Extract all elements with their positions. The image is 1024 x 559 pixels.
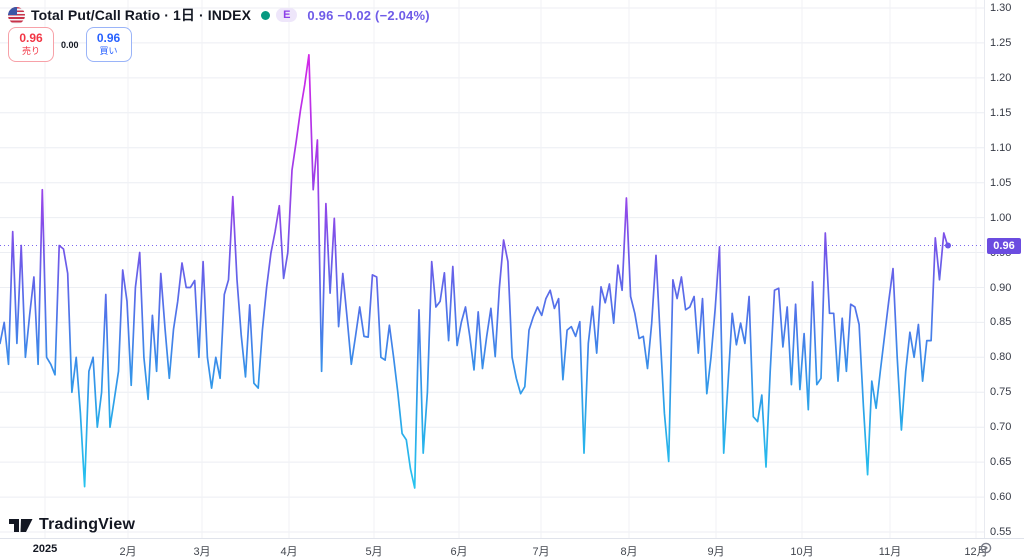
symbol-title[interactable]: Total Put/Call Ratio · 1日 · INDEX [31, 7, 252, 23]
tradingview-logo-text: TradingView [39, 516, 136, 533]
exchange-badge: E [276, 8, 298, 22]
market-open-dot-icon [261, 10, 271, 20]
buy-button[interactable]: 0.96 買い [85, 27, 132, 62]
quote-values: 0.96 −0.02 (−2.04%) [307, 8, 429, 23]
price-axis-label: 0.80 [990, 351, 1012, 364]
price-axis-label: 1.10 [990, 141, 1012, 154]
time-axis-label: 2月 [119, 546, 137, 558]
put-call-ratio-line[interactable] [0, 53, 949, 489]
time-axis-label: 5月 [365, 546, 383, 558]
time-axis-label: 9月 [707, 546, 725, 558]
sell-button[interactable]: 0.96 売り [8, 27, 54, 62]
sell-label: 売り [21, 46, 40, 57]
tradingview-logo-icon [9, 519, 33, 532]
us-flag-icon [8, 6, 25, 24]
sell-price: 0.96 [19, 31, 43, 46]
symbol-legend[interactable]: Total Put/Call Ratio · 1日 · INDEX E 0.96… [8, 5, 430, 25]
time-axis-label: 8月 [620, 546, 638, 558]
time-axis-label: 7月 [532, 546, 550, 558]
time-axis-label: 2025 [32, 543, 58, 555]
price-axis-label: 0.65 [990, 456, 1012, 469]
price-axis-label: 0.75 [990, 386, 1012, 399]
price-axis-label: 1.15 [990, 106, 1012, 119]
last-point-marker [945, 242, 951, 249]
price-axis-label: 0.90 [990, 281, 1012, 294]
current-price-badge: 0.96 [987, 237, 1021, 254]
time-axis-label: 10月 [790, 546, 814, 558]
price-axis-label: 0.60 [990, 491, 1012, 504]
buy-label: 買い [99, 46, 118, 57]
buy-price: 0.96 [96, 31, 121, 46]
price-axis-label: 0.85 [990, 316, 1012, 329]
time-axis-label: 6月 [450, 546, 468, 558]
time-axis-label: 4月 [280, 546, 298, 558]
last-value: 0.96 [307, 7, 334, 23]
change-percent: (−2.04%) [375, 7, 430, 23]
price-axis-separator [984, 0, 985, 538]
price-axis-label: 0.55 [990, 526, 1012, 538]
price-axis-label: 0.70 [990, 421, 1012, 434]
tradingview-logo[interactable]: TradingView [9, 515, 135, 535]
price-axis-label: 1.05 [990, 176, 1012, 189]
price-axis-label: 1.25 [990, 36, 1012, 49]
time-axis-label: 3月 [193, 546, 211, 558]
spread-value: 0.00 [61, 39, 79, 50]
time-axis-label: 11月 [878, 546, 902, 558]
price-axis-label: 1.30 [990, 2, 1012, 14]
time-axis-separator [0, 538, 1024, 539]
change-value: −0.02 [337, 7, 372, 23]
scale-settings-icon[interactable] [979, 541, 993, 555]
price-axis-label: 1.00 [990, 211, 1012, 224]
price-axis-label: 1.20 [990, 71, 1012, 84]
trade-panel: 0.96 売り 0.00 0.96 買い [8, 27, 132, 62]
